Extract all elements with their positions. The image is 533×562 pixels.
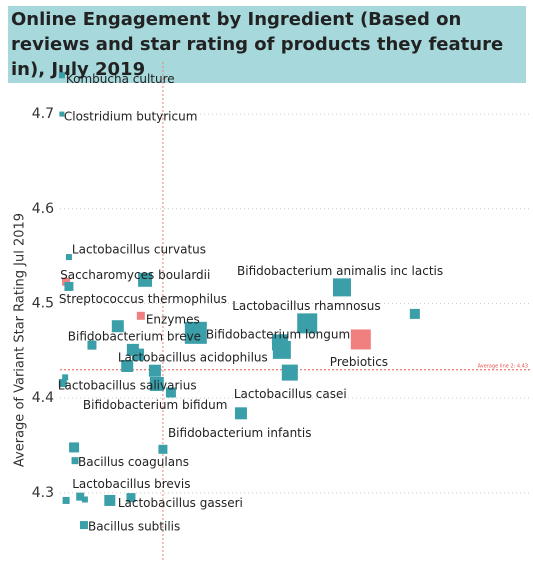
point-label: Bifidobacterium longum xyxy=(206,327,350,341)
point xyxy=(138,272,153,287)
point xyxy=(121,359,134,372)
chart-title: Online Engagement by Ingredient (Based o… xyxy=(8,6,526,83)
point xyxy=(281,364,298,381)
point-label: Bacillus coagulans xyxy=(78,455,189,469)
point xyxy=(81,496,88,503)
point-label: Lactobacillus salivarius xyxy=(58,379,197,393)
point xyxy=(58,72,65,79)
point-label: Lactobacillus acidophilus xyxy=(118,350,268,364)
point-label: Kombucha culture xyxy=(66,72,175,86)
point xyxy=(76,492,85,501)
point-label: Bifidobacterium animalis inc lactis xyxy=(237,264,443,278)
point xyxy=(148,364,161,377)
point xyxy=(184,321,207,344)
point-label: Bifidobacterium breve xyxy=(68,330,201,344)
point xyxy=(58,379,67,388)
point xyxy=(69,442,80,453)
point xyxy=(272,340,291,359)
point-label: Bacillus subtilis xyxy=(88,520,180,534)
point xyxy=(234,407,247,420)
point-label: Bifidobacterium bifidum xyxy=(83,398,228,412)
point xyxy=(104,494,116,506)
point xyxy=(149,376,164,391)
point xyxy=(409,308,420,319)
point-label: Enzymes xyxy=(146,312,200,326)
y-tick-label: 4.5 xyxy=(32,295,54,311)
point xyxy=(132,348,145,361)
point-label: Streptococcus thermophilus xyxy=(59,292,227,306)
point xyxy=(136,311,145,320)
point xyxy=(111,320,124,333)
point-label: Lactobacillus gasseri xyxy=(118,496,243,510)
point-label: Lactobacillus curvatus xyxy=(72,243,206,257)
point xyxy=(71,457,79,465)
y-tick-label: 4.4 xyxy=(32,390,54,406)
point-label: Lactobacillus rhamnosus xyxy=(232,299,380,313)
point xyxy=(126,493,136,503)
point xyxy=(62,277,71,286)
point xyxy=(333,278,351,297)
point xyxy=(87,340,97,350)
point-label: Clostridium butyricum xyxy=(64,110,198,124)
y-tick-label: 4.7 xyxy=(32,106,54,122)
point-label: Prebiotics xyxy=(330,355,388,369)
point-label: Bifidobacterium infantis xyxy=(168,426,312,440)
point xyxy=(79,521,88,530)
point xyxy=(158,444,168,454)
point xyxy=(59,111,65,117)
point xyxy=(64,281,74,291)
point xyxy=(350,329,371,350)
reference-label: Average line 2: 4.43 xyxy=(478,363,528,369)
point-label: Saccharomyces boulardii xyxy=(60,268,210,282)
point-label: Lactobacillus casei xyxy=(234,387,347,401)
y-axis-label: Average of Variant Star Rating Jul 2019 xyxy=(13,213,28,467)
point xyxy=(62,374,69,381)
y-tick-label: 4.3 xyxy=(32,485,54,501)
y-tick-label: 4.6 xyxy=(32,201,54,217)
point xyxy=(65,254,72,261)
point xyxy=(297,313,318,334)
point xyxy=(62,496,70,504)
point-label: Lactobacillus brevis xyxy=(72,477,190,491)
point xyxy=(165,387,176,398)
